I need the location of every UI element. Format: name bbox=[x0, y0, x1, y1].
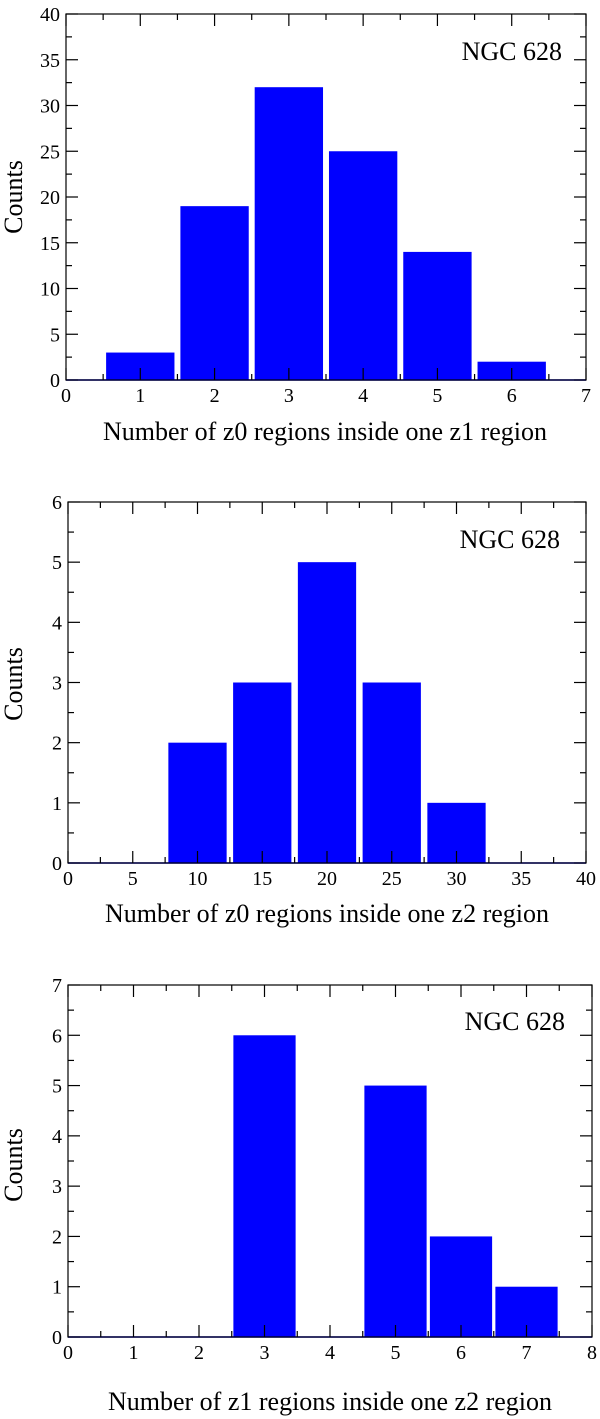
x-tick-label: 7 bbox=[581, 385, 591, 407]
x-tick-label: 2 bbox=[194, 1342, 204, 1364]
x-tick-label: 1 bbox=[135, 385, 145, 407]
y-tick-label: 4 bbox=[52, 612, 62, 634]
y-tick-label: 7 bbox=[52, 975, 62, 997]
histogram-bar bbox=[403, 251, 472, 380]
histogram-chart-3: 0 1 2 3 4 5 6 7 8 0 1 2 3 4 5 6 7 NGC 628 Number of z1 r… bbox=[0, 975, 597, 1416]
x-tick-label: 1 bbox=[129, 1342, 139, 1364]
chart-annotation: NGC 628 bbox=[465, 1007, 565, 1036]
histogram-bar bbox=[254, 87, 324, 380]
x-tick-label: 5 bbox=[432, 385, 442, 407]
y-tick-label: 3 bbox=[52, 1176, 62, 1198]
x-tick-label: 4 bbox=[325, 1342, 335, 1364]
x-tick-label: 6 bbox=[507, 385, 517, 407]
x-axis-label: Number of z0 regions inside one z1 regio… bbox=[103, 417, 547, 446]
y-tick-label: 5 bbox=[52, 1076, 62, 1098]
y-tick-label: 35 bbox=[40, 50, 60, 72]
histogram-bar bbox=[168, 742, 227, 863]
plot-area: 0 1 2 3 4 5 6 7 0 5 10 15 20 25 30 35 40 bbox=[40, 4, 591, 407]
plot-frame bbox=[65, 13, 587, 381]
y-tick-label: 5 bbox=[50, 324, 60, 346]
y-axis-label: Counts bbox=[0, 160, 28, 234]
y-tick-label: 40 bbox=[40, 4, 60, 26]
y-tick-label: 1 bbox=[52, 793, 62, 815]
y-tick-label: 0 bbox=[50, 370, 60, 392]
x-axis-label: Number of z0 regions inside one z2 regio… bbox=[105, 899, 549, 928]
y-tick-label: 3 bbox=[52, 673, 62, 695]
y-tick-label: 25 bbox=[40, 141, 60, 163]
histogram-chart-1: 0 1 2 3 4 5 6 7 0 5 10 15 20 25 30 35 40 NGC 628 Number … bbox=[0, 4, 591, 446]
histogram-bar bbox=[233, 682, 292, 863]
y-tick-label: 6 bbox=[52, 1025, 62, 1047]
chart-panel-2: 0 5 10 15 20 25 30 35 40 0 1 2 3 4 5 6 NGC 628 Number o… bbox=[0, 480, 600, 940]
y-tick-label: 5 bbox=[52, 552, 62, 574]
y-tick-label: 15 bbox=[40, 233, 60, 255]
y-tick-label: 2 bbox=[52, 733, 62, 755]
x-tick-label: 5 bbox=[128, 868, 138, 890]
y-tick-label: 1 bbox=[52, 1277, 62, 1299]
histogram-bar bbox=[328, 151, 398, 380]
x-tick-label: 25 bbox=[382, 868, 402, 890]
x-tick-label: 20 bbox=[317, 868, 337, 890]
x-tick-label: 35 bbox=[511, 868, 531, 890]
x-tick-label: 6 bbox=[456, 1342, 466, 1364]
y-tick-label: 4 bbox=[52, 1126, 62, 1148]
histogram-bar bbox=[297, 562, 357, 863]
x-tick-label: 3 bbox=[284, 385, 294, 407]
x-tick-label: 10 bbox=[188, 868, 208, 890]
x-tick-label: 8 bbox=[587, 1342, 597, 1364]
y-tick-label: 2 bbox=[52, 1226, 62, 1248]
y-axis-label: Counts bbox=[0, 647, 28, 721]
histogram-bar bbox=[364, 1085, 427, 1337]
x-tick-label: 2 bbox=[210, 385, 220, 407]
x-tick-label: 3 bbox=[260, 1342, 270, 1364]
y-tick-label: 10 bbox=[40, 279, 60, 301]
x-tick-label: 7 bbox=[522, 1342, 532, 1364]
histogram-bar bbox=[180, 206, 249, 380]
histogram-bar bbox=[362, 682, 421, 863]
histogram-chart-2: 0 5 10 15 20 25 30 35 40 0 1 2 3 4 5 6 NGC 628 Number o… bbox=[0, 492, 596, 928]
y-tick-label: 20 bbox=[40, 187, 60, 209]
plot-area: 0 1 2 3 4 5 6 7 8 0 1 2 3 4 5 6 7 bbox=[52, 975, 597, 1364]
y-tick-label: 6 bbox=[52, 492, 62, 514]
y-tick-label: 0 bbox=[52, 853, 62, 875]
x-tick-label: 0 bbox=[63, 868, 73, 890]
y-axis-label: Counts bbox=[0, 1128, 28, 1202]
plot-area: 0 5 10 15 20 25 30 35 40 0 1 2 3 4 5 6 bbox=[52, 492, 596, 890]
chart-annotation: NGC 628 bbox=[462, 37, 562, 66]
x-axis-label: Number of z1 regions inside one z2 regio… bbox=[108, 1387, 552, 1416]
x-tick-label: 15 bbox=[252, 868, 272, 890]
chart-panel-1: 0 1 2 3 4 5 6 7 0 5 10 15 20 25 30 35 40 NGC 628 Number … bbox=[0, 0, 600, 455]
x-tick-label: 40 bbox=[576, 868, 596, 890]
x-tick-label: 30 bbox=[447, 868, 467, 890]
x-tick-label: 4 bbox=[358, 385, 368, 407]
chart-panel-3: 0 1 2 3 4 5 6 7 8 0 1 2 3 4 5 6 7 NGC 628 Number of z1 r… bbox=[0, 960, 600, 1419]
y-tick-label: 30 bbox=[40, 96, 60, 118]
plot-frame bbox=[67, 984, 593, 1338]
x-tick-label: 0 bbox=[61, 385, 71, 407]
x-tick-label: 5 bbox=[391, 1342, 401, 1364]
histogram-bar bbox=[429, 1236, 493, 1337]
chart-annotation: NGC 628 bbox=[460, 525, 560, 554]
x-tick-label: 0 bbox=[63, 1342, 73, 1364]
y-tick-label: 0 bbox=[52, 1327, 62, 1349]
histogram-bar bbox=[233, 1035, 296, 1337]
